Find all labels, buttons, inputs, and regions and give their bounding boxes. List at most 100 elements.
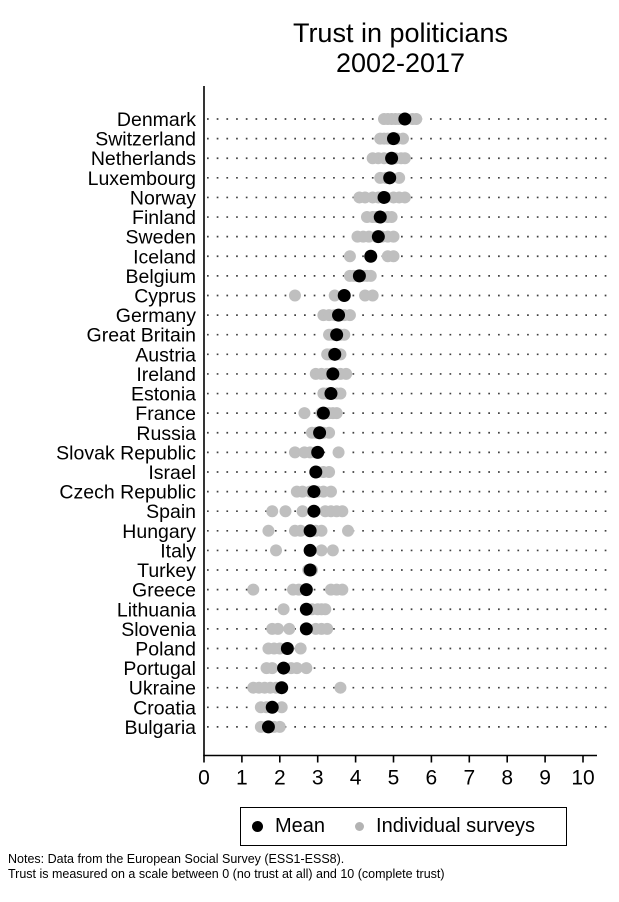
mean-dot [275, 681, 289, 695]
legend-box: Mean Individual surveys [240, 807, 567, 846]
country-label: Italy [160, 540, 196, 562]
mean-dot [387, 132, 400, 146]
mean-dot [337, 288, 351, 302]
mean-dot [299, 622, 313, 636]
mean-dot [373, 210, 387, 224]
country-label: Luxembourg [88, 168, 196, 190]
survey-dot [266, 505, 279, 518]
survey-dot [266, 662, 279, 675]
chart-title-line1: Trust in politicians [292, 18, 509, 48]
survey-dot [336, 505, 349, 518]
x-axis-tick-label: 10 [571, 767, 594, 790]
country-label: Turkey [137, 560, 196, 582]
survey-dot [387, 230, 400, 243]
survey-dot [342, 524, 355, 537]
country-label: Bulgaria [124, 717, 196, 739]
x-axis-tick-label: 4 [350, 767, 362, 790]
x-axis-tick-label: 1 [236, 767, 248, 790]
mean-dot [261, 720, 275, 734]
country-label: Finland [132, 207, 196, 229]
survey-dot [398, 191, 411, 204]
mean-dot [309, 465, 323, 479]
x-axis-tick-label: 7 [463, 767, 475, 790]
country-label: Germany [116, 305, 196, 327]
country-label: Slovenia [121, 619, 196, 641]
survey-dot-icon [355, 822, 365, 831]
mean-dot [307, 504, 321, 518]
mean-dot [371, 230, 385, 244]
x-axis-tick-label: 0 [198, 767, 210, 790]
mean-dot [313, 426, 327, 440]
country-label: Hungary [122, 521, 196, 543]
chart-notes: Notes: Data from the European Social Sur… [8, 852, 445, 881]
survey-dot [294, 642, 307, 655]
survey-dot [279, 505, 292, 518]
mean-dot [328, 347, 342, 361]
survey-dot [296, 505, 309, 518]
mean-dot [303, 524, 317, 538]
country-label: Israel [148, 462, 196, 484]
mean-dot [352, 269, 366, 283]
survey-dot [270, 544, 283, 557]
mean-dot [383, 171, 397, 185]
survey-dot [324, 485, 337, 498]
country-label: Greece [132, 580, 196, 602]
x-axis-tick-label: 8 [501, 767, 513, 790]
country-label: Portugal [123, 658, 196, 680]
x-axis-tick-label: 9 [539, 767, 551, 790]
survey-dot [330, 407, 343, 420]
survey-dot [294, 524, 307, 537]
mean-dot [332, 308, 346, 322]
mean-dot [280, 641, 294, 655]
x-axis-tick-label: 2 [274, 767, 286, 790]
country-label: Denmark [117, 109, 196, 131]
notes-line1: Notes: Data from the European Social Sur… [8, 852, 345, 866]
x-axis-tick-label: 3 [312, 767, 324, 790]
survey-dot [334, 387, 347, 400]
survey-dot [387, 250, 400, 263]
survey-dot [277, 603, 290, 616]
survey-dot [290, 662, 303, 675]
country-label: Iceland [133, 246, 196, 268]
mean-dot-icon [252, 821, 263, 832]
country-label: Switzerland [95, 129, 196, 151]
survey-dot [385, 211, 398, 224]
survey-dot [343, 309, 356, 322]
survey-dot [332, 446, 345, 459]
survey-dot [326, 544, 339, 557]
survey-dot [315, 544, 328, 557]
country-label: Ireland [136, 364, 196, 386]
country-label: Belgium [126, 266, 196, 288]
country-label: Spain [146, 501, 196, 523]
country-label: Poland [135, 638, 196, 660]
survey-dot [323, 465, 336, 478]
chart-title-line2: 2002-2017 [335, 48, 466, 78]
mean-dot [377, 190, 391, 204]
survey-dot [336, 583, 349, 596]
survey-dot [364, 269, 377, 282]
survey-dot [315, 524, 328, 537]
survey-dot [323, 426, 336, 439]
country-label: Croatia [133, 697, 196, 719]
survey-dot [321, 622, 334, 635]
country-label: Estonia [131, 384, 196, 406]
mean-dot [385, 151, 399, 165]
mean-dot [299, 602, 313, 616]
survey-dot [396, 132, 409, 145]
survey-dot [271, 622, 284, 635]
chart-title: Trust in politicians 2002-2017 [204, 18, 597, 78]
survey-dot [328, 289, 341, 302]
mean-dot [316, 406, 330, 420]
mean-dot [330, 328, 344, 342]
mean-dot [311, 445, 325, 459]
country-label: Norway [130, 187, 196, 209]
country-label: Slovak Republic [56, 442, 196, 464]
mean-dot [307, 485, 321, 499]
survey-dot [298, 407, 311, 420]
mean-dot [398, 112, 412, 126]
mean-dot [364, 249, 378, 263]
survey-dot [334, 681, 347, 694]
survey-dot [340, 367, 353, 380]
